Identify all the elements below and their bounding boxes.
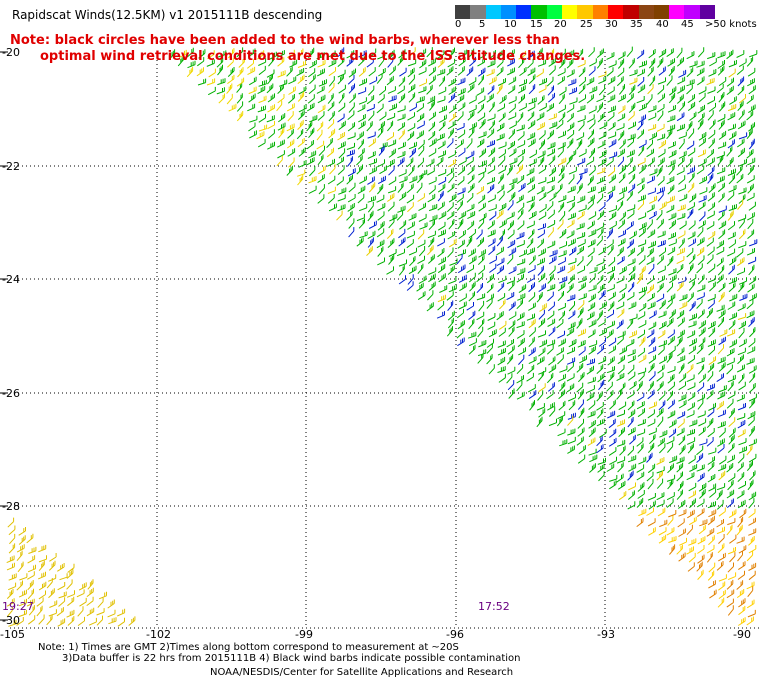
wind-barb-group <box>178 48 336 194</box>
scale-swatch <box>546 5 563 19</box>
lat-label-24: -24 <box>2 273 20 286</box>
scale-swatch <box>455 5 471 19</box>
scale-label: 30 <box>605 19 618 30</box>
wind-barb-group <box>169 46 758 510</box>
credit-line: NOAA/NESDIS/Center for Satellite Applica… <box>210 667 514 678</box>
lon-label-90: -90 <box>733 628 751 641</box>
wind-speed-color-scale <box>455 5 716 19</box>
scale-swatch <box>562 5 578 19</box>
wind-barb-group <box>337 47 758 508</box>
footnote-line1: Note: 1) Times are GMT 2)Times along bot… <box>38 642 459 653</box>
scale-swatch <box>500 5 517 19</box>
scale-swatch <box>485 5 501 19</box>
footnote-line2: 3)Data buffer is 22 hrs from 2015111B 4)… <box>62 653 521 664</box>
scale-swatch <box>638 5 654 19</box>
scale-swatch <box>653 5 670 19</box>
lon-label-105: -105 <box>0 628 25 641</box>
scale-swatch <box>699 5 716 19</box>
scale-label: 35 <box>630 19 643 30</box>
swath-time-left: 19:27 <box>2 600 34 613</box>
lon-label-96: -96 <box>446 628 464 641</box>
scale-label: 5 <box>479 19 486 30</box>
scale-swatch <box>623 5 639 19</box>
contamination-note-line2: optimal wind retrieval conditions are me… <box>40 49 586 64</box>
scale-label: >50 knots <box>705 19 757 30</box>
wind-barb-group <box>336 47 753 501</box>
lon-label-102: -102 <box>146 628 171 641</box>
wind-barbs <box>6 46 758 627</box>
map-background <box>0 52 760 630</box>
scale-swatch <box>669 5 685 19</box>
wind-barb-group <box>6 517 136 627</box>
scale-label: 45 <box>681 19 694 30</box>
wind-barb-group <box>636 508 757 618</box>
lon-label-99: -99 <box>295 628 313 641</box>
scale-label: 0 <box>455 19 462 30</box>
scale-label: 25 <box>580 19 593 30</box>
scale-swatch <box>607 5 624 19</box>
scale-label: 20 <box>554 19 567 30</box>
scale-swatch <box>470 5 486 19</box>
map-title: Rapidscat Winds(12.5KM) v1 2015111B desc… <box>12 8 323 22</box>
lat-label-22: -22 <box>2 160 20 173</box>
scale-swatch <box>684 5 700 19</box>
lat-label-30: -30 <box>2 614 20 627</box>
lat-label-26: -26 <box>2 387 20 400</box>
lat-label-28: -28 <box>2 500 20 513</box>
scale-swatch <box>577 5 593 19</box>
scale-swatch <box>516 5 532 19</box>
lon-label-93: -93 <box>597 628 615 641</box>
scale-label: 15 <box>530 19 543 30</box>
contamination-note-line1: Note: black circles have been added to t… <box>10 33 560 48</box>
scale-label: 40 <box>656 19 669 30</box>
swath-time-right: 17:52 <box>478 600 510 613</box>
scale-swatch <box>592 5 608 19</box>
lat-label-20: -20 <box>2 46 20 59</box>
scale-label: 10 <box>504 19 517 30</box>
wind-barb-group <box>638 507 757 626</box>
scale-swatch <box>531 5 547 19</box>
